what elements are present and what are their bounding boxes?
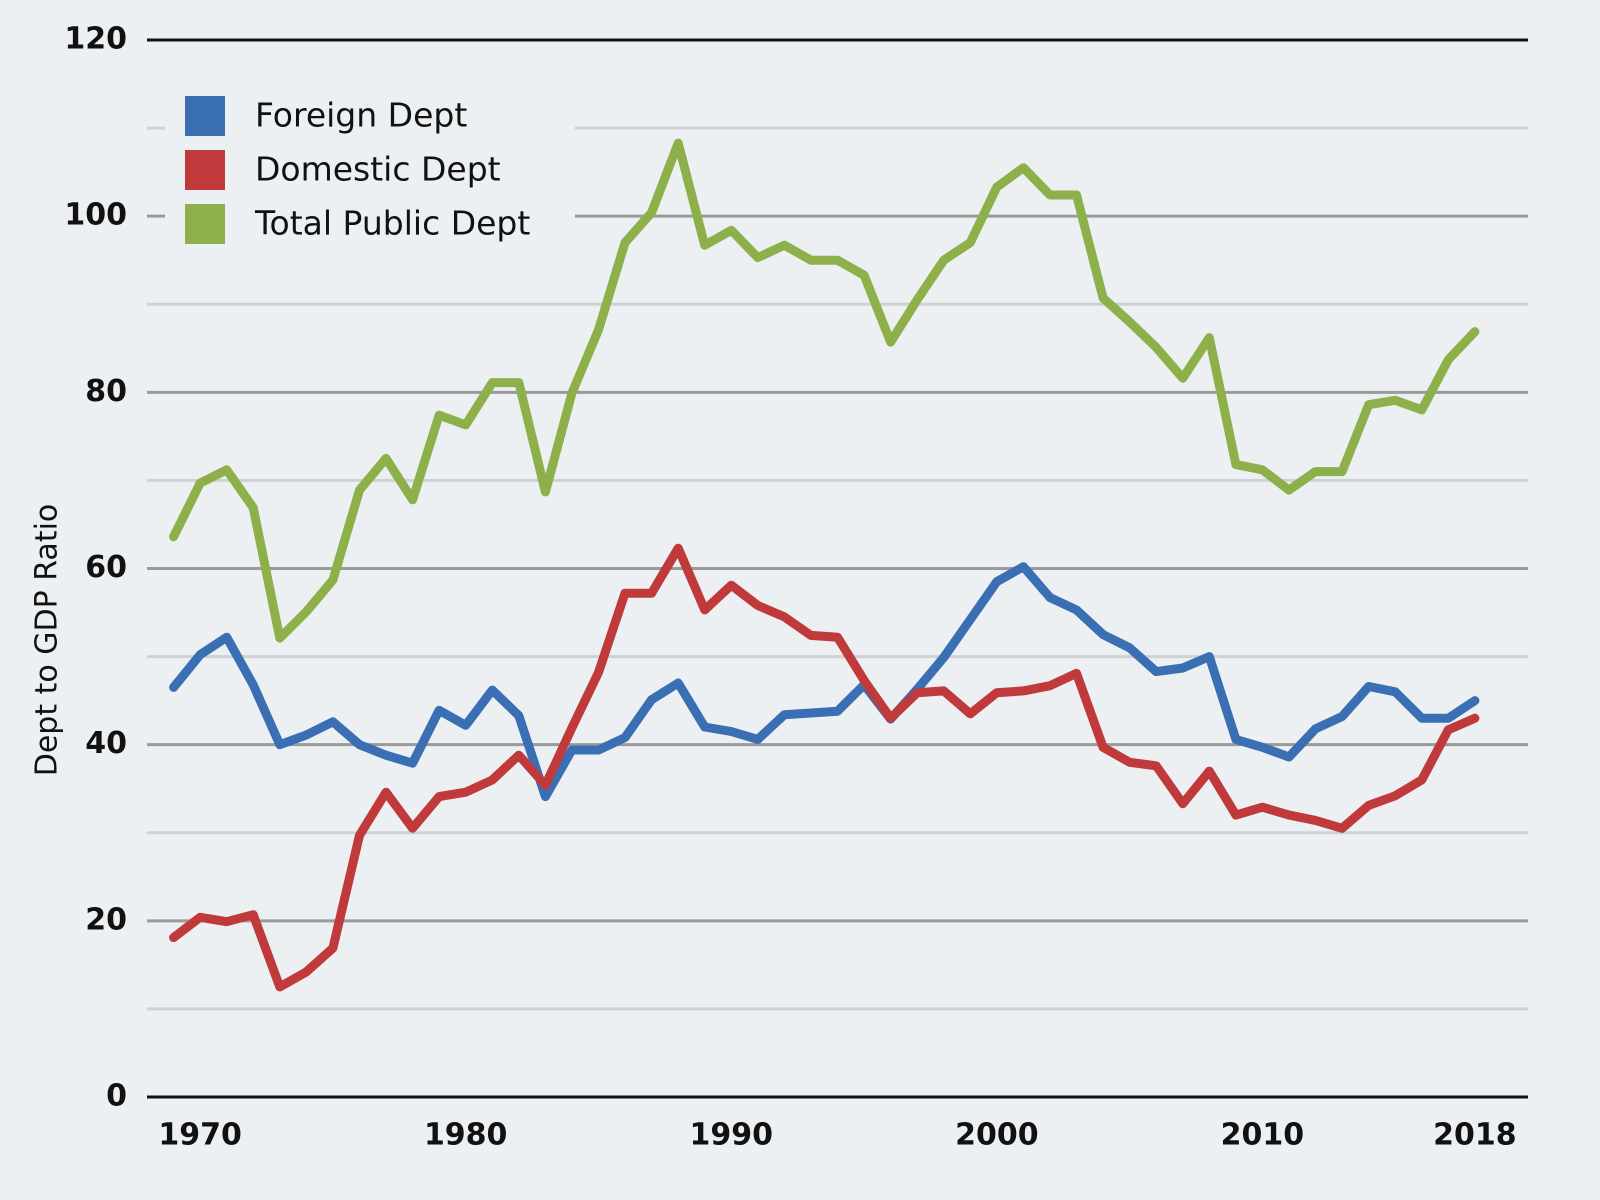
series-line bbox=[169, 543, 1480, 992]
series-line bbox=[169, 138, 1480, 643]
x-tick-label: 1980 bbox=[424, 1118, 508, 1153]
y-tick-label: 100 bbox=[64, 198, 127, 233]
legend-label: Foreign Dept bbox=[255, 96, 467, 135]
y-axis-label: Dept to GDP Ratio bbox=[30, 504, 65, 777]
x-tick-label: 2018 bbox=[1433, 1118, 1517, 1153]
y-tick-label: 60 bbox=[85, 550, 127, 585]
legend-swatch bbox=[185, 96, 225, 136]
x-tick-label: 1990 bbox=[690, 1118, 774, 1153]
x-tick-label: 2010 bbox=[1221, 1118, 1305, 1153]
legend-label: Domestic Dept bbox=[255, 150, 501, 189]
y-tick-label: 40 bbox=[85, 726, 127, 761]
legend-background bbox=[165, 78, 575, 250]
legend: Foreign Dept Domestic Dept Total Public De… bbox=[165, 78, 575, 250]
legend-label: Total Public Dept bbox=[254, 204, 530, 243]
y-tick-label: 80 bbox=[85, 374, 127, 409]
y-tick-label: 120 bbox=[64, 22, 127, 57]
x-tick-label: 1970 bbox=[158, 1118, 242, 1153]
y-tick-label: 20 bbox=[85, 902, 127, 937]
legend-swatch bbox=[185, 204, 225, 244]
legend-swatch bbox=[185, 150, 225, 190]
series-line bbox=[169, 562, 1480, 802]
lines bbox=[169, 138, 1480, 992]
y-tick-label: 0 bbox=[106, 1079, 127, 1114]
x-tick-label: 2000 bbox=[955, 1118, 1039, 1153]
